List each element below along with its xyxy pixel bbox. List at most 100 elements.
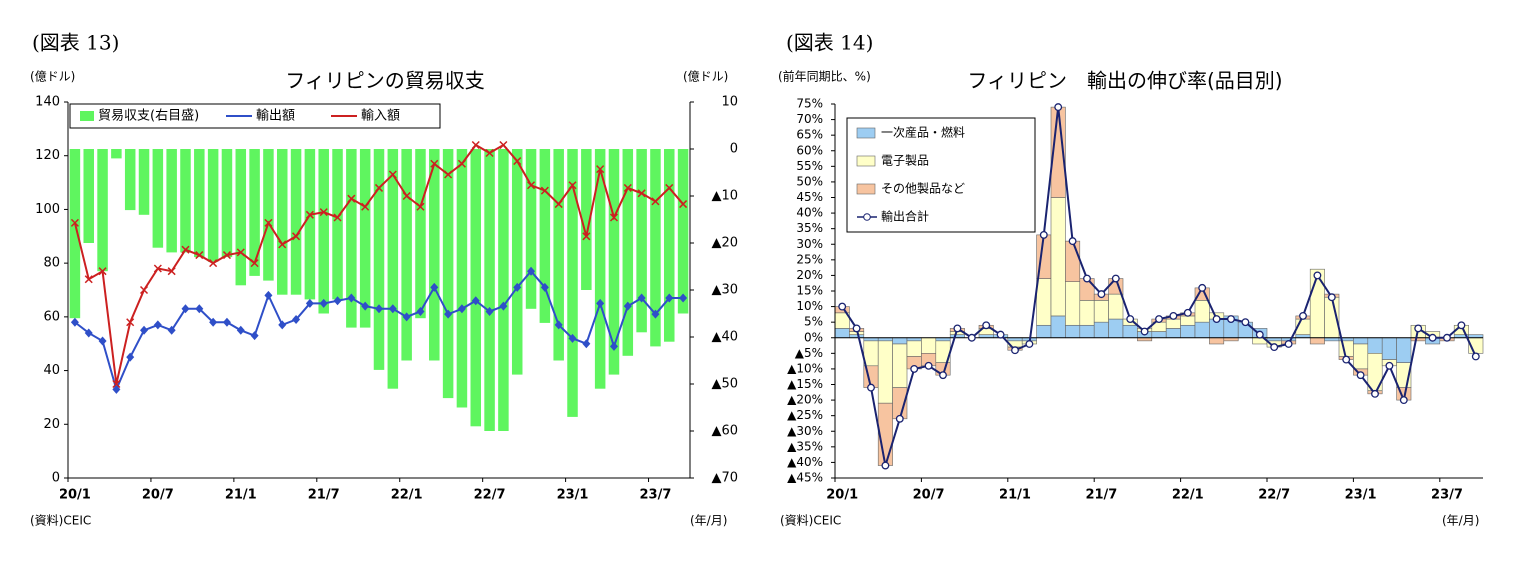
bar [194, 149, 205, 258]
bar-segment [1194, 300, 1210, 323]
bar-segment [1079, 324, 1095, 339]
bar [359, 149, 371, 328]
marker [319, 208, 328, 217]
marker [140, 325, 149, 335]
marker [402, 312, 411, 322]
bar [525, 149, 537, 309]
bar-segment [1065, 324, 1081, 339]
marker [167, 325, 176, 335]
y-axis-label: (前年同期比、%) [778, 69, 871, 84]
x-axis-unit: (年/月) [690, 514, 727, 528]
marker [499, 301, 508, 311]
marker [1126, 315, 1135, 323]
marker [1443, 333, 1451, 342]
marker [623, 301, 632, 311]
marker [98, 336, 107, 346]
legend-label: 一次産品・燃料 [881, 125, 965, 140]
x-tick-label: 20/7 [142, 488, 174, 503]
y-tick-label: 20 [43, 417, 60, 432]
y-tick-label: 20% [796, 268, 823, 282]
y-tick-label: 140 [35, 95, 60, 110]
y-tick-label: 55% [796, 159, 823, 173]
marker [1083, 274, 1091, 283]
y-tick-label: ▲5% [795, 346, 823, 360]
marker [1284, 340, 1293, 348]
x-tick-label: 21/1 [225, 488, 257, 503]
marker [540, 186, 549, 195]
bar-segment [1065, 281, 1081, 326]
bar-segment [1381, 337, 1397, 360]
y2-axis-label: (億ドル) [683, 70, 728, 84]
x-tick-label: 23/7 [1431, 488, 1463, 503]
y-tick-label: ▲30% [787, 424, 823, 438]
y-tick-label: 15% [796, 284, 823, 298]
bar-segment [1309, 268, 1325, 339]
bar [429, 149, 440, 361]
y-tick-label: ▲10% [787, 361, 823, 375]
y-tick-label: 80 [43, 256, 60, 271]
bar [69, 149, 81, 319]
marker [112, 379, 121, 389]
source-note: (資料)CEIC [30, 514, 91, 528]
bar-segment [863, 340, 879, 367]
marker [181, 245, 190, 254]
marker [1255, 330, 1264, 339]
marker [1356, 371, 1365, 380]
y-tick-label: 100 [35, 202, 60, 217]
bar [415, 149, 426, 319]
bar-segment [1036, 324, 1052, 339]
x-tick-label: 20/1 [826, 488, 858, 503]
marker [1111, 274, 1120, 283]
marker [319, 298, 328, 308]
bar-segment [921, 337, 937, 354]
marker [375, 304, 383, 314]
bar-segment [1165, 328, 1181, 339]
marker [895, 414, 904, 423]
marker [582, 339, 591, 349]
x-tick-label: 21/7 [1085, 488, 1117, 503]
bar [622, 149, 634, 356]
y2-tick-label: ▲50 [711, 377, 738, 392]
y-tick-label: 50% [796, 174, 823, 188]
bar [111, 149, 122, 159]
y-tick-label: 120 [35, 148, 60, 163]
y2-tick-label: ▲70 [711, 471, 738, 486]
marker [582, 232, 591, 241]
bar-segment [892, 343, 908, 388]
marker [1212, 315, 1221, 323]
marker [623, 183, 632, 192]
bar [97, 149, 108, 272]
marker [84, 275, 93, 284]
legend-swatch [80, 111, 94, 121]
y2-tick-label: 0 [730, 142, 738, 157]
y2-tick-label: ▲10 [711, 189, 738, 204]
marker [444, 170, 453, 179]
marker [996, 330, 1005, 339]
marker [70, 317, 79, 327]
bar-segment [1151, 331, 1167, 339]
bar [442, 149, 454, 399]
marker [250, 331, 259, 341]
bar-segment [1108, 293, 1124, 320]
y-tick-label: ▲20% [787, 393, 823, 407]
marker [1241, 318, 1250, 327]
bar [304, 149, 316, 300]
x-tick-label: 22/1 [1172, 488, 1204, 503]
marker [554, 320, 563, 330]
bar [484, 149, 495, 431]
bar-segment [906, 340, 922, 357]
marker [236, 325, 245, 335]
marker [457, 304, 466, 314]
bar-segment [1036, 278, 1052, 326]
marker [361, 202, 370, 211]
marker [195, 304, 204, 314]
marker [568, 333, 577, 343]
marker [333, 296, 342, 306]
marker [98, 267, 107, 276]
bar-segment [892, 337, 908, 345]
marker [430, 159, 439, 168]
marker [347, 293, 356, 303]
bar [636, 149, 647, 333]
marker [292, 315, 301, 325]
